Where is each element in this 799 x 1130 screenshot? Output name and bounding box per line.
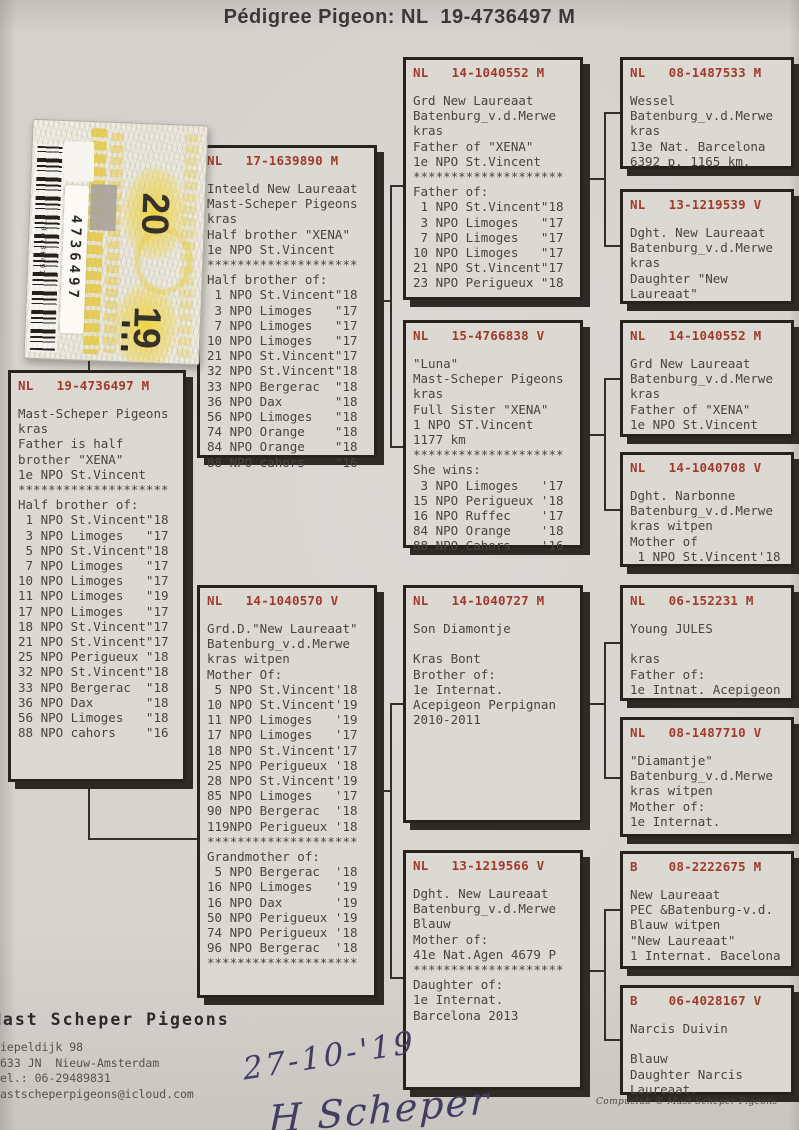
ring-number: NL 14-1040727 M xyxy=(413,593,545,608)
pigeon-details: Narcis Duivin Blauw Daughter Narcis Laur… xyxy=(630,1021,743,1097)
page-title: Pédigree Pigeon: NL 19-4736497 M xyxy=(223,6,576,28)
card-checkmark xyxy=(121,333,128,339)
ring-number: NL 14-1040552 M xyxy=(413,65,545,80)
pigeon-details: Young JULES kras Father of: 1e Intnat. A… xyxy=(630,621,781,697)
pigeon-details: Dght. New Laureaat Batenburg_v.d.Merwe k… xyxy=(630,225,773,301)
connector-line xyxy=(604,909,606,1041)
ring-number: NL 17-1639890 M xyxy=(207,153,339,168)
ring-number: B 08-2222675 M xyxy=(630,859,762,874)
ring-number: NL 06-152231 M xyxy=(630,593,754,608)
loft-contact-block: Mast Scheper Pigeons iepeldijk 98 633 JN… xyxy=(0,1010,230,1102)
phone: el.: 06-29489831 xyxy=(0,1071,111,1085)
ring-number: NL 14-1040552 M xyxy=(630,328,762,343)
pedigree-box-grandmother-maternal: NL 13-1219566 V Dght. New Laureaat Baten… xyxy=(403,850,583,1090)
pigeon-details: New Laureaat PEC &Batenburg-v.d. Blauw w… xyxy=(630,887,781,963)
pedigree-box-great-grandparent-2: NL 13-1219539 V Dght. New Laureaat Baten… xyxy=(620,189,794,304)
loft-name: Mast Scheper Pigeons xyxy=(0,1010,230,1029)
connector-line xyxy=(604,777,620,779)
ring-number: NL 14-1040570 V xyxy=(207,593,339,608)
connector-line xyxy=(604,112,620,114)
connector-line xyxy=(604,378,620,380)
address-street: iepeldijk 98 xyxy=(0,1040,84,1054)
pigeon-details: Dght. New Laureaat Batenburg_v.d.Merwe B… xyxy=(413,886,564,1023)
ring-number: NL 19-4736497 M xyxy=(18,378,150,393)
ring-number: NL 08-1487533 M xyxy=(630,65,762,80)
pigeon-details: "Luna" Mast-Scheper Pigeons kras Full Si… xyxy=(413,356,564,554)
connector-line xyxy=(88,782,90,840)
connector-line xyxy=(390,185,403,187)
connector-line xyxy=(583,703,606,705)
year-bottom: 19 xyxy=(124,305,169,350)
connector-line xyxy=(604,245,620,247)
connector-line xyxy=(604,509,620,511)
connector-line xyxy=(390,977,403,979)
ring-number: NL 15-4766838 V xyxy=(413,328,545,343)
connector-line xyxy=(604,1039,620,1041)
connector-line xyxy=(377,790,392,792)
connector-line xyxy=(390,446,403,448)
pigeon-details: Grd.D."New Laureaat" Batenburg_v.d.Merwe… xyxy=(207,621,358,971)
connector-line xyxy=(583,178,606,180)
ring-card: 194736497 4736497 20 19 xyxy=(23,118,209,366)
connector-line xyxy=(377,300,392,302)
pedigree-box-grandfather-maternal: NL 14-1040727 M Son Diamontje Kras Bont … xyxy=(403,585,583,823)
connector-line xyxy=(390,703,403,705)
pedigree-box-great-grandparent-4: NL 14-1040708 V Dght. Narbonne Batenburg… xyxy=(620,452,794,567)
email: astscheperpigeons@icloud.com xyxy=(0,1086,194,1101)
ring-number: NL 08-1487710 V xyxy=(630,725,762,740)
pedigree-box-great-grandparent-7: B 08-2222675 M New Laureaat PEC &Batenbu… xyxy=(620,851,794,969)
pigeon-details: Inteeld New Laureaat Mast-Scheper Pigeon… xyxy=(207,181,358,470)
connector-line xyxy=(604,112,606,247)
card-checkmark xyxy=(121,321,130,327)
pedigree-box-great-grandparent-6: NL 08-1487710 V "Diamantje" Batenburg_v.… xyxy=(620,717,794,837)
connector-line xyxy=(583,434,606,436)
pedigree-box-grandmother-paternal: NL 15-4766838 V "Luna" Mast-Scheper Pige… xyxy=(403,320,583,553)
compuclub-credit: Compuclub ® Mast Scheper Pigeons xyxy=(596,1097,778,1107)
connector-line xyxy=(604,642,606,779)
pedigree-box-great-grandparent-8: B 06-4028167 V Narcis Duivin Blauw Daugh… xyxy=(620,985,794,1097)
pigeon-details: Grd New Laureaat Batenburg_v.d.Merwe kra… xyxy=(413,93,564,291)
pedigree-box-mother: NL 14-1040570 V Grd.D."New Laureaat" Bat… xyxy=(197,585,377,998)
pedigree-box-subject: NL 19-4736497 M Mast-Scheper Pigeons kra… xyxy=(8,370,186,782)
connector-line xyxy=(390,185,392,448)
gray-sticker xyxy=(89,184,118,231)
connector-line xyxy=(390,703,392,979)
pedigree-box-great-grandparent-3: NL 14-1040552 M Grd New Laureaat Batenbu… xyxy=(620,320,794,437)
ring-number: NL 13-1219566 V xyxy=(413,858,545,873)
pigeon-details: Mast-Scheper Pigeons kras Father is half… xyxy=(18,406,169,741)
pigeon-details: Dght. Narbonne Batenburg_v.d.Merwe kras … xyxy=(630,488,781,564)
connector-line xyxy=(88,838,197,840)
pedigree-box-father: NL 17-1639890 M Inteeld New Laureaat Mas… xyxy=(197,145,377,470)
pigeon-details: Wessel Batenburg_v.d.Merwe kras 13e Nat.… xyxy=(630,93,773,169)
connector-line xyxy=(583,970,606,972)
address-city: 633 JN Nieuw-Amsterdam xyxy=(0,1055,160,1070)
connector-line xyxy=(604,642,620,644)
pedigree-box-great-grandparent-1: NL 08-1487533 M Wessel Batenburg_v.d.Mer… xyxy=(620,57,794,169)
pedigree-box-great-grandparent-5: NL 06-152231 M Young JULES kras Father o… xyxy=(620,585,794,701)
pigeon-details: "Diamantje" Batenburg_v.d.Merwe kras wit… xyxy=(630,753,773,829)
pigeon-details: Grd New Laureaat Batenburg_v.d.Merwe kra… xyxy=(630,356,773,432)
pedigree-box-grandfather-paternal: NL 14-1040552 M Grd New Laureaat Batenbu… xyxy=(403,57,583,300)
year-top: 20 xyxy=(132,192,177,236)
ring-number: B 06-4028167 V xyxy=(630,993,762,1008)
handwritten-signature: H Scheper xyxy=(268,1078,491,1130)
connector-line xyxy=(604,378,606,511)
pigeon-details: Son Diamontje Kras Bont Brother of: 1e I… xyxy=(413,621,556,728)
card-checkmark xyxy=(120,345,129,351)
ring-number: NL 13-1219539 V xyxy=(630,197,762,212)
ring-number: NL 14-1040708 V xyxy=(630,460,762,475)
connector-line xyxy=(604,909,620,911)
handwritten-date: 27-10-'19 xyxy=(241,1024,418,1088)
